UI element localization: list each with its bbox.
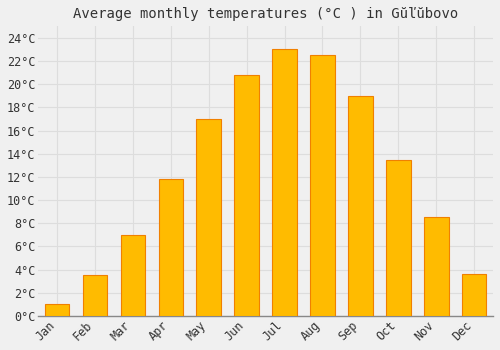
Bar (348, 96, 372, 316)
Bar (424, 217, 448, 316)
Bar (462, 274, 486, 316)
Bar (158, 179, 183, 316)
Bar (120, 235, 146, 316)
Bar (386, 160, 410, 316)
Bar (83, 275, 108, 316)
Bar (196, 119, 221, 316)
Title: Average monthly temperatures (°C ) in Gŭľŭbovo: Average monthly temperatures (°C ) in Gŭ… (73, 7, 458, 21)
Bar (234, 75, 259, 316)
Bar (45, 304, 70, 316)
Bar (310, 55, 335, 316)
Bar (272, 49, 297, 316)
